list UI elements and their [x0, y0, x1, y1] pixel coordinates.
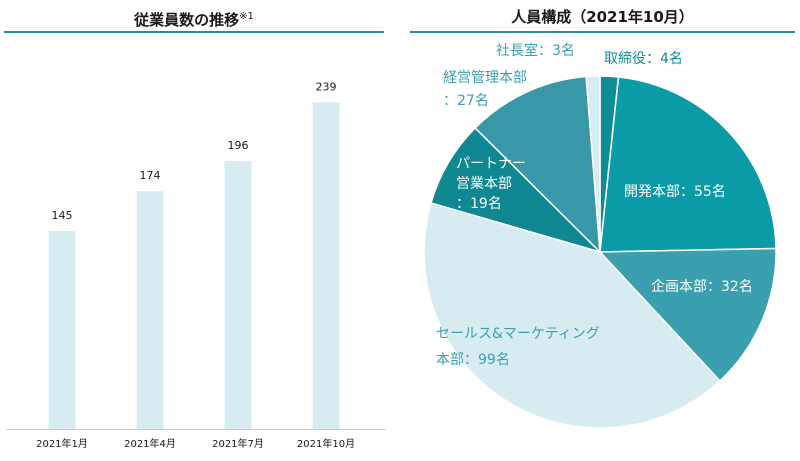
- pie-slice-sales: [423, 201, 721, 429]
- pie-label-sales: セールス&マーケティング本部：99名: [436, 326, 600, 368]
- bar-value-label: 145: [52, 209, 73, 222]
- pie-label-mgmt: 経営管理本部：27名: [443, 70, 527, 109]
- bar: [312, 102, 340, 429]
- bar: [224, 161, 252, 429]
- x-tick-label: 2021年4月: [124, 437, 176, 450]
- pie-slice-dev: [599, 76, 777, 253]
- bar-value-label: 239: [316, 80, 337, 93]
- x-tick-label: 2021年7月: [212, 437, 264, 450]
- pie-chart-title: 人員構成（2021年10月）: [511, 8, 694, 26]
- pie-slice-plan: [598, 247, 777, 382]
- pie-slice-ceo: [585, 75, 601, 253]
- pie-label-partner: パートナー営業本部：19名: [456, 156, 526, 212]
- x-tick-label: 2021年10月: [297, 437, 355, 450]
- bar-value-label: 196: [228, 139, 249, 152]
- bar-chart-title-rule: [4, 31, 384, 33]
- bar-value-label: 174: [140, 169, 161, 182]
- bar-chart: 145 2021年1月 174 2021年4月 196 2021年7月 239 2021年10…: [6, 80, 386, 450]
- pie-label-trade: 取締役：4名: [604, 50, 683, 67]
- pie-label-plan: 企画本部：32名: [651, 278, 753, 295]
- bar-chart-title-note: ※1: [239, 11, 254, 22]
- pie-label-ceo: 社長室：3名: [496, 42, 575, 59]
- bar-chart-title: 従業員数の推移※1: [4, 4, 384, 30]
- pie-chart: 取締役：4名開発本部：55名企画本部：32名セールス&マーケティング本部：99名…: [423, 42, 777, 429]
- bar: [48, 230, 76, 429]
- pie-chart-title-rule: [410, 31, 795, 33]
- pie-label-dev: 開発本部：55名: [624, 184, 726, 200]
- bar: [136, 191, 164, 429]
- x-tick-label: 2021年1月: [36, 437, 88, 450]
- bar-chart-title-text: 従業員数の推移: [134, 11, 240, 29]
- pie-slice-mgmt: [474, 75, 601, 254]
